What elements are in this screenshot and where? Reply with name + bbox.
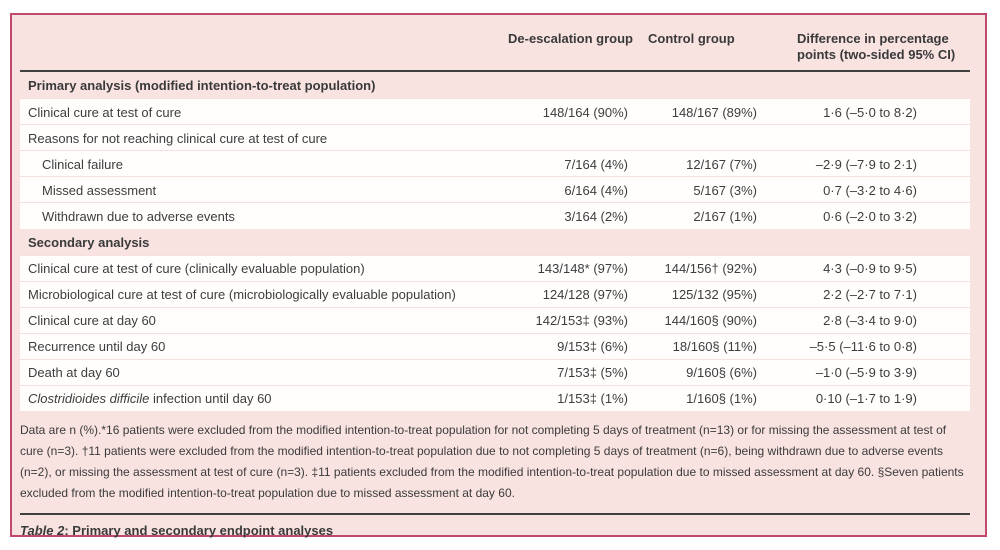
endpoint-analyses-table: De-escalation group Control group Differ… <box>20 17 970 411</box>
col-header-control-group: Control group <box>648 17 783 72</box>
section-header-row: Secondary analysis <box>20 229 970 256</box>
row-label-text: Recurrence until day 60 <box>28 339 166 354</box>
header-spacer <box>20 17 508 72</box>
row-label-text: infection until day 60 <box>149 391 272 407</box>
cell-control-group: 148/167 (89%) <box>648 98 783 125</box>
table-caption-text: : Primary and secondary endpoint analyse… <box>64 523 334 538</box>
row-label: Death at day 60 <box>20 358 508 385</box>
table-caption-number: Table 2 <box>20 523 65 538</box>
table-row: Clostridioides difficile infection until… <box>20 384 970 411</box>
section-title: Secondary analysis <box>28 234 150 250</box>
row-label: Clinical failure <box>20 150 508 177</box>
row-label: Microbiological cure at test of cure (mi… <box>20 280 508 307</box>
col-header-difference: Difference in percentage points (two-sid… <box>783 17 970 72</box>
cell-difference: 0·10 (–1·7 to 1·9) <box>783 384 970 411</box>
cell-deescalation-group: 1/153‡ (1%) <box>508 384 648 411</box>
caption-divider <box>20 513 970 515</box>
cell-difference: –2·9 (–7·9 to 2·1) <box>783 150 970 177</box>
row-label-text: Reasons for not reaching clinical cure a… <box>28 130 328 146</box>
row-label-text: Clinical cure at test of cure <box>28 104 182 120</box>
cell-deescalation-group: 143/148* (97%) <box>508 254 648 281</box>
cell-difference: 0·7 (–3·2 to 4·6) <box>783 176 970 203</box>
row-label-text: Clinical failure <box>42 156 123 172</box>
row-label-italic: Clostridioides difficile <box>28 391 150 407</box>
row-label-text: Missed assessment <box>42 182 157 198</box>
cell-difference <box>783 124 970 151</box>
cell-control-group: 9/160§ (6%) <box>648 358 783 385</box>
cell-control-group: 5/167 (3%) <box>648 176 783 203</box>
cell-control-group <box>648 124 783 151</box>
cell-deescalation-group: 148/164 (90%) <box>508 98 648 125</box>
table-caption: Table 2: Primary and secondary endpoint … <box>20 523 977 538</box>
table-row: Death at day 60 7/153‡ (5%) 9/160§ (6%) –1·… <box>20 358 970 385</box>
cell-difference: 1·6 (–5·0 to 8·2) <box>783 98 970 125</box>
row-label: Clinical cure at test of cure (clinicall… <box>20 254 508 281</box>
cell-deescalation-group: 7/164 (4%) <box>508 150 648 177</box>
row-label: Clinical cure at test of cure <box>20 98 508 125</box>
table-row: Clinical cure at day 60 142/153‡ (93%) 144… <box>20 306 970 333</box>
row-label-text: Withdrawn due to adverse events <box>42 208 235 224</box>
cell-control-group: 18/160§ (11%) <box>648 332 783 359</box>
cell-deescalation-group: 3/164 (2%) <box>508 202 648 229</box>
table-row: Microbiological cure at test of cure (mi… <box>20 280 970 307</box>
cell-control-group: 125/132 (95%) <box>648 280 783 307</box>
cell-difference: 2·2 (–2·7 to 7·1) <box>783 280 970 307</box>
row-label-text: Clinical cure at day 60 <box>28 313 156 328</box>
cell-deescalation-group: 7/153‡ (5%) <box>508 358 648 385</box>
table-footnote: Data are n (%).*16 patients were exclude… <box>20 423 964 500</box>
cell-control-group: 144/160§ (90%) <box>648 306 783 333</box>
cell-deescalation-group <box>508 124 648 151</box>
row-label: Reasons for not reaching clinical cure a… <box>20 124 508 151</box>
table-row: Clinical cure at test of cure (clinicall… <box>20 254 970 281</box>
table-row: Withdrawn due to adverse events 3/164 (2%… <box>20 202 970 229</box>
table-body: Primary analysis (modified intention-to-… <box>20 71 970 411</box>
table-row: Clinical failure 7/164 (4%) 12/167 (7%) –2·… <box>20 150 970 177</box>
header-row: De-escalation group Control group Differ… <box>20 17 970 72</box>
cell-difference: –5·5 (–11·6 to 0·8) <box>783 332 970 359</box>
row-label-text: Clinical cure at test of cure (clinicall… <box>28 261 365 276</box>
cell-control-group: 1/160§ (1%) <box>648 384 783 411</box>
row-label: Clostridioides difficile infection until… <box>20 384 508 411</box>
cell-control-group: 12/167 (7%) <box>648 150 783 177</box>
table-row: Recurrence until day 60 9/153‡ (6%) 18/160… <box>20 332 970 359</box>
col-header-deescalation-group: De-escalation group <box>508 17 648 72</box>
row-label: Clinical cure at day 60 <box>20 306 508 333</box>
cell-difference: 0·6 (–2·0 to 3·2) <box>783 202 970 229</box>
cell-deescalation-group: 142/153‡ (93%) <box>508 306 648 333</box>
row-label: Missed assessment <box>20 176 508 203</box>
table-row: Missed assessment 6/164 (4%) 5/167 (3%) 0·7… <box>20 176 970 203</box>
cell-difference: 2·8 (–3·4 to 9·0) <box>783 306 970 333</box>
row-label: Recurrence until day 60 <box>20 332 508 359</box>
cell-difference: –1·0 (–5·9 to 3·9) <box>783 358 970 385</box>
cell-control-group: 144/156† (92%) <box>648 254 783 281</box>
row-label-text: Death at day 60 <box>28 365 120 380</box>
table-figure-container: De-escalation group Control group Differ… <box>10 13 987 538</box>
row-label-text: Microbiological cure at test of cure (mi… <box>28 287 456 302</box>
table-header: De-escalation group Control group Differ… <box>20 17 970 72</box>
cell-deescalation-group: 6/164 (4%) <box>508 176 648 203</box>
table-row: Reasons for not reaching clinical cure a… <box>20 124 970 151</box>
cell-deescalation-group: 124/128 (97%) <box>508 280 648 307</box>
cell-deescalation-group: 9/153‡ (6%) <box>508 332 648 359</box>
cell-control-group: 2/167 (1%) <box>648 202 783 229</box>
cell-difference: 4·3 (–0·9 to 9·5) <box>783 254 970 281</box>
row-label: Withdrawn due to adverse events <box>20 202 508 229</box>
section-title: Primary analysis (modified intention-to-… <box>28 78 376 93</box>
section-header-row: Primary analysis (modified intention-to-… <box>20 71 970 99</box>
table-row: Clinical cure at test of cure 148/164 (90… <box>20 98 970 125</box>
